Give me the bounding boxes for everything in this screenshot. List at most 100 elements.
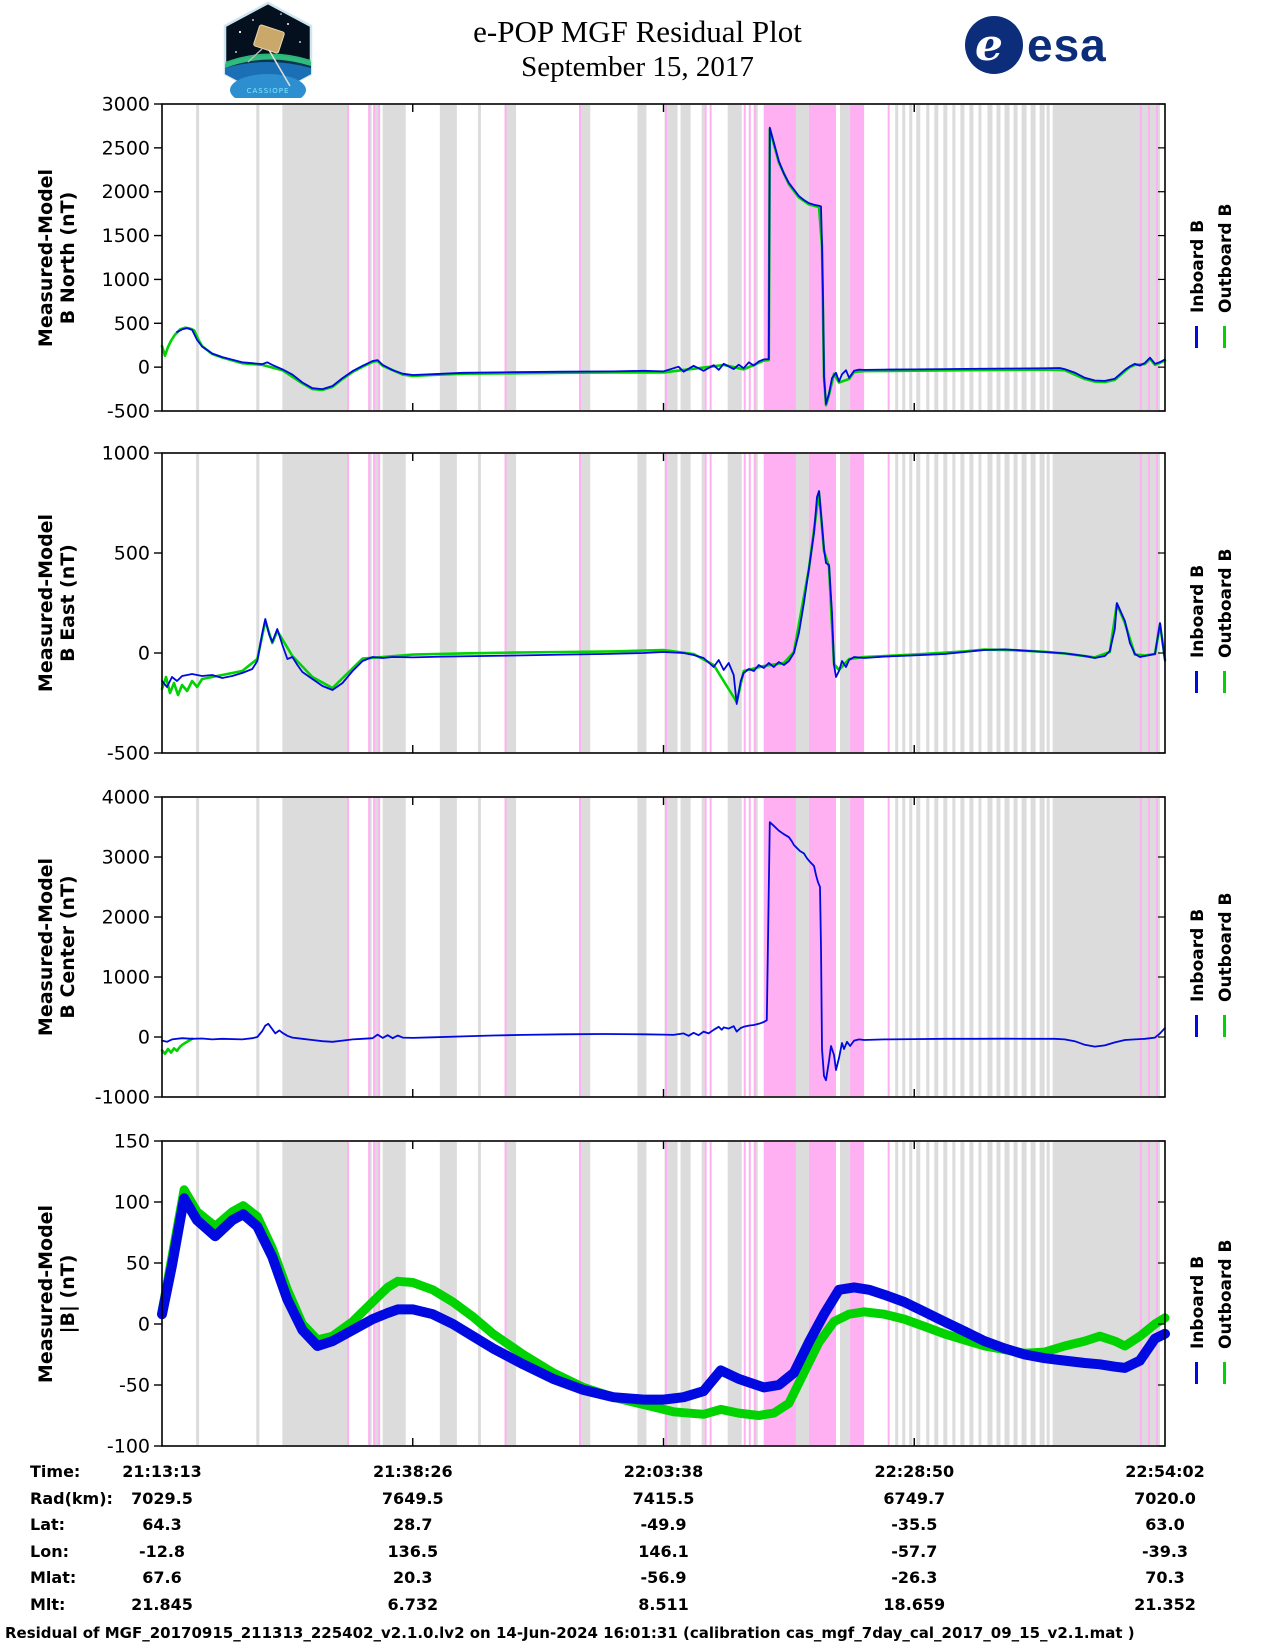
plot-4-ylabel: Measured-Model |B| (nT): [34, 1141, 80, 1446]
data-gap-band: [909, 1142, 913, 1445]
data-gap-band: [439, 105, 457, 410]
data-gap-band: [701, 1142, 705, 1445]
y-tick-label: 2000: [102, 181, 150, 203]
data-gap-band: [1030, 798, 1036, 1096]
plot-1-legend: Inboard B Outboard B: [1180, 104, 1250, 411]
data-gap-band: [969, 1142, 974, 1445]
series-inboard: [176, 126, 1166, 405]
flagged-band: [763, 454, 796, 752]
table-value: -56.9: [640, 1568, 687, 1587]
flagged-band: [704, 798, 707, 1096]
data-gap-band: [926, 798, 930, 1096]
data-gap-band: [969, 798, 974, 1096]
plot-3-legend: Inboard B Outboard B: [1180, 797, 1250, 1097]
data-gap-band: [987, 1142, 993, 1445]
data-gap-band: [701, 454, 705, 752]
data-gap-band: [282, 454, 349, 752]
flagged-band: [368, 798, 371, 1096]
data-gap-band: [1021, 454, 1027, 752]
flagged-band: [1147, 454, 1150, 752]
flagged-band: [378, 798, 381, 1096]
flagged-band: [1139, 798, 1142, 1096]
flagged-band: [753, 454, 756, 752]
table-value: 136.5: [387, 1541, 439, 1561]
ylabel-line2: |B| (nT): [57, 1254, 79, 1333]
data-gap-band: [934, 105, 939, 410]
data-gap-band: [196, 454, 200, 752]
legend-label-inboard: Inboard B: [1188, 564, 1208, 658]
flagged-band: [373, 454, 376, 752]
flagged-band: [373, 105, 376, 410]
y-tick-label: -50: [119, 1375, 150, 1397]
row-label: Lat:: [30, 1515, 66, 1534]
flagged-band: [579, 105, 582, 410]
table-value: 7649.5: [381, 1488, 444, 1508]
flagged-band: [1155, 1142, 1158, 1445]
data-gap-band: [579, 105, 591, 410]
data-gap-band: [680, 798, 691, 1096]
flagged-band: [850, 105, 865, 410]
data-gap-band: [1046, 105, 1050, 410]
row-label: Time:: [30, 1462, 81, 1481]
data-gap-band: [664, 798, 678, 1096]
title-line2: September 15, 2017: [521, 51, 754, 83]
legend-marker-inboard-icon: [1195, 1015, 1198, 1037]
page-title: e-POP MGF Residual Plot September 15, 20…: [0, 14, 1275, 84]
data-gap-band: [374, 454, 379, 752]
flagged-band: [368, 454, 371, 752]
legend-label-inboard: Inboard B: [1188, 219, 1208, 313]
series-inboard: [161, 490, 1166, 705]
table-value: 21.845: [131, 1594, 193, 1614]
plot-2-legend: Inboard B Outboard B: [1180, 453, 1250, 753]
data-gap-band: [895, 454, 899, 752]
data-gap-band: [505, 1142, 517, 1445]
data-gap-band: [382, 454, 406, 752]
legend-label-outboard: Outboard B: [1216, 203, 1236, 313]
data-gap-band: [196, 798, 200, 1096]
flagged-band: [850, 454, 865, 752]
data-gap-band: [1030, 454, 1036, 752]
table-value: 22:54:02: [1125, 1462, 1205, 1481]
data-gap-band: [382, 1142, 406, 1445]
legend-marker-inboard-icon: [1195, 325, 1198, 348]
plot-3-canvas: 4000 3000 2000 1000 0 -1000: [95, 787, 1166, 1109]
table-row: Time: 21:13:13 21:38:26 22:03:38 22:28:50 22:…: [0, 1462, 1275, 1484]
data-gap-band: [680, 1142, 691, 1445]
y-tick-label: 0: [138, 1314, 150, 1336]
data-gap-band: [902, 105, 906, 410]
table-row: Rad(km): 7029.5 7649.5 7415.5 6749.7 7020.0: [0, 1489, 1275, 1511]
data-gap-band: [916, 454, 921, 752]
data-gap-band: [952, 105, 956, 410]
flagged-band: [743, 454, 746, 752]
data-gap-band: [1013, 105, 1018, 410]
data-gap-band: [505, 798, 517, 1096]
mission-patch-graphic: CASSIOPE: [223, 2, 313, 98]
data-gap-band: [943, 1142, 948, 1445]
data-gap-band: [579, 1142, 591, 1445]
data-gap-band: [1046, 798, 1050, 1096]
data-gap-band: [477, 798, 481, 1096]
flagged-band: [579, 798, 582, 1096]
y-tick-label: 100: [114, 1192, 150, 1214]
ylabel-line2: B East (nT): [57, 544, 79, 662]
table-value: 6.732: [387, 1594, 439, 1614]
ylabel-line1: Measured-Model: [35, 513, 57, 693]
series-inboard: [161, 821, 1166, 1082]
flagged-band: [347, 1142, 350, 1445]
data-gap-band: [1004, 798, 1010, 1096]
y-tick-label: 0: [138, 357, 150, 379]
row-label: Mlat:: [30, 1568, 77, 1587]
flagged-band: [887, 105, 890, 410]
table-value: 63.0: [1145, 1515, 1185, 1534]
series-outboard: [160, 1037, 194, 1056]
flagged-band: [347, 454, 350, 752]
data-gap-band: [1030, 105, 1036, 410]
data-gap-band: [996, 105, 1001, 410]
data-gap-band: [505, 105, 517, 410]
data-gap-band: [579, 454, 591, 752]
data-gap-band: [1021, 798, 1027, 1096]
flagged-band: [373, 1142, 376, 1445]
data-gap-band: [934, 798, 939, 1096]
flagged-band: [579, 454, 582, 752]
y-tick-label: 500: [114, 313, 150, 335]
